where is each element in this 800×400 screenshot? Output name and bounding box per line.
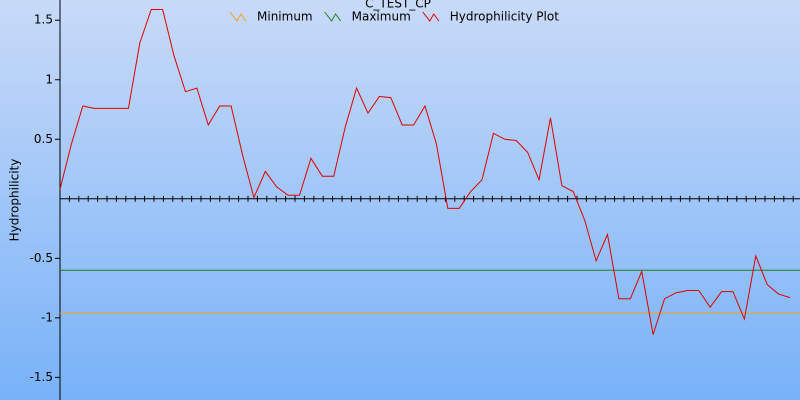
y-tick-label: -0.5 [30,251,53,265]
legend-icon [422,11,440,22]
data-line [59,9,791,335]
y-axis-label: Hydrophilicity [8,159,22,242]
legend-label: Maximum [352,10,411,24]
legend-label: Hydrophilicity Plot [450,10,559,24]
legend-icon [324,11,342,22]
y-tick-label: 1.5 [34,13,53,27]
y-tick-label: -1.5 [30,370,53,384]
chart-title: C_TEST_CP [365,0,431,11]
y-tick-label: 1 [45,72,53,86]
legend-icon [229,11,247,22]
legend-label: Minimum [257,10,313,24]
y-tick-label: -1 [41,310,53,324]
y-tick-label: 0.5 [34,132,53,146]
